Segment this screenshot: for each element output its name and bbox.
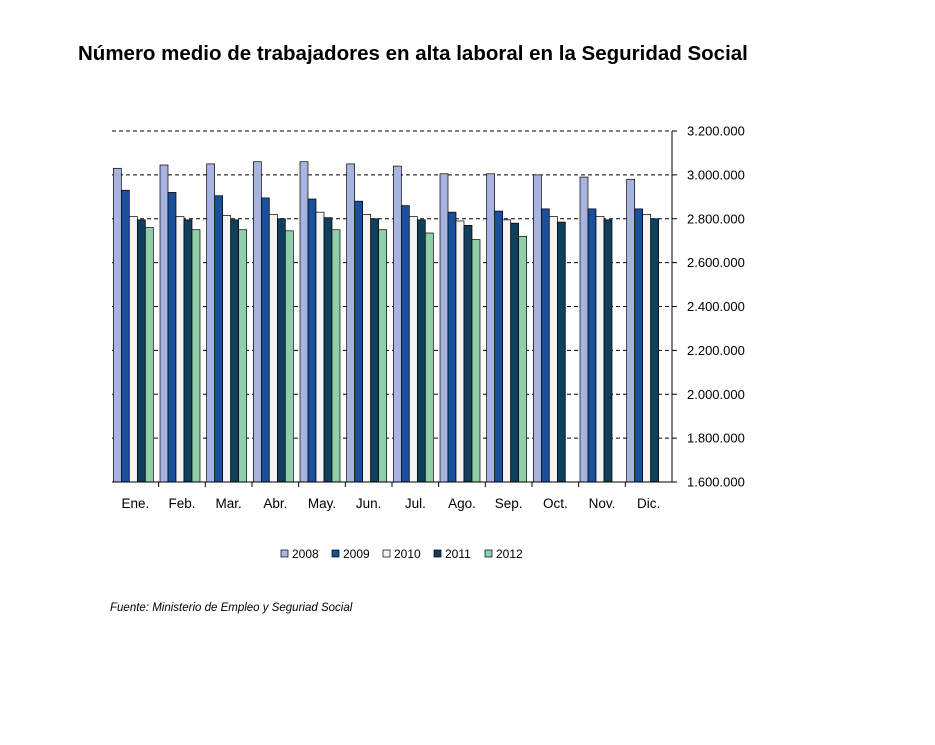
legend-swatch-2009 bbox=[331, 549, 340, 558]
bar-2011 bbox=[323, 217, 333, 483]
y-tick-label: 3.000.000 bbox=[687, 167, 745, 182]
bar-2012 bbox=[191, 229, 201, 483]
y-tick-label: 2.600.000 bbox=[687, 255, 745, 270]
x-tick-label: Ago. bbox=[448, 496, 476, 511]
y-tick-label: 1.800.000 bbox=[687, 431, 745, 446]
y-tick-label: 2.200.000 bbox=[687, 343, 745, 358]
x-tick-label: Dic. bbox=[637, 496, 660, 511]
bar-2008 bbox=[486, 173, 496, 483]
bar-2009 bbox=[540, 208, 550, 483]
x-tick-label: Jul. bbox=[405, 496, 426, 511]
x-tick-label: Feb. bbox=[168, 496, 195, 511]
bar-2009 bbox=[307, 198, 317, 483]
x-tick-label: Nov. bbox=[589, 496, 616, 511]
y-tick-label: 2.000.000 bbox=[687, 387, 745, 402]
bar-2012 bbox=[144, 227, 154, 483]
bar-2012 bbox=[378, 229, 388, 483]
bar-2008 bbox=[159, 164, 169, 483]
legend-label-2008: 2008 bbox=[292, 547, 319, 561]
bar-2011 bbox=[603, 219, 613, 483]
bar-2012 bbox=[471, 239, 481, 483]
bar-2009 bbox=[447, 211, 457, 483]
bar-2010 bbox=[268, 214, 278, 483]
bar-2012 bbox=[518, 235, 528, 483]
x-tick-label: Abr. bbox=[263, 496, 287, 511]
bar-2008 bbox=[112, 167, 122, 483]
bar-2010 bbox=[642, 214, 652, 483]
bar-2011 bbox=[370, 218, 380, 483]
bar-2009 bbox=[260, 197, 270, 483]
bar-2012 bbox=[284, 230, 294, 483]
bar-2009 bbox=[120, 189, 130, 483]
bar-2010 bbox=[222, 215, 232, 483]
x-tick-label: Jun. bbox=[356, 496, 382, 511]
x-tick-label: Oct. bbox=[543, 496, 568, 511]
bar-2011 bbox=[230, 219, 240, 483]
source-note: Fuente: Ministerio de Empleo y Seguriad … bbox=[110, 602, 353, 614]
bar-2012 bbox=[424, 232, 434, 483]
bar-2008 bbox=[299, 161, 309, 483]
bar-2011 bbox=[510, 222, 520, 483]
bar-2011 bbox=[416, 219, 426, 483]
bar-2009 bbox=[400, 205, 410, 483]
legend-swatch-2010 bbox=[382, 549, 391, 558]
legend-swatch-2012 bbox=[484, 549, 493, 558]
bar-2008 bbox=[392, 165, 402, 483]
bar-2008 bbox=[439, 173, 449, 483]
bar-2011 bbox=[463, 224, 473, 483]
legend-label-2011: 2011 bbox=[445, 547, 471, 561]
y-tick-label: 1.600.000 bbox=[687, 475, 745, 490]
bars bbox=[112, 161, 660, 483]
bar-2012 bbox=[238, 229, 248, 483]
bar-2010 bbox=[128, 216, 138, 483]
bar-2008 bbox=[626, 178, 636, 483]
legend-label-2012: 2012 bbox=[496, 547, 523, 561]
bar-2008 bbox=[532, 174, 542, 483]
bar-2008 bbox=[206, 163, 216, 483]
bar-2009 bbox=[494, 210, 504, 483]
legend-label-2010: 2010 bbox=[394, 547, 421, 561]
bar-2010 bbox=[502, 219, 512, 483]
bar-2009 bbox=[634, 208, 644, 483]
axes: 1.600.000 1.800.000 2.000.000 2.200.000 2.40… bbox=[112, 124, 745, 511]
bar-2009 bbox=[354, 200, 364, 483]
y-tick-label: 2.800.000 bbox=[687, 211, 745, 226]
legend-swatch-2008 bbox=[280, 549, 289, 558]
bar-2010 bbox=[408, 216, 418, 483]
bar-2010 bbox=[362, 214, 372, 483]
bar-2009 bbox=[214, 195, 224, 483]
bar-2011 bbox=[183, 219, 193, 483]
y-tick-label: 2.400.000 bbox=[687, 299, 745, 314]
bar-2009 bbox=[167, 192, 177, 483]
bar-2008 bbox=[252, 161, 262, 483]
bar-2008 bbox=[346, 163, 356, 483]
chart-title: Número medio de trabajadores en alta lab… bbox=[78, 42, 748, 65]
bar-2011 bbox=[136, 219, 146, 483]
x-tick-label: Sep. bbox=[495, 496, 523, 511]
x-tick-label: Mar. bbox=[216, 496, 242, 511]
bar-2011 bbox=[556, 221, 566, 483]
bar-2011 bbox=[276, 218, 286, 483]
bar-2010 bbox=[548, 216, 558, 483]
grid-lines bbox=[112, 130, 672, 439]
x-tick-label: May. bbox=[308, 496, 336, 511]
legend-swatch-2011 bbox=[433, 549, 442, 558]
bar-2012 bbox=[331, 229, 341, 483]
legend: 2008 2009 2010 2011 2012 bbox=[280, 547, 523, 561]
bar-2010 bbox=[175, 216, 185, 483]
bar-2010 bbox=[455, 220, 465, 483]
bar-2008 bbox=[579, 176, 589, 483]
bar-2011 bbox=[650, 218, 660, 483]
y-tick-label: 3.200.000 bbox=[687, 124, 745, 139]
bar-2010 bbox=[595, 216, 605, 483]
bar-2010 bbox=[315, 211, 325, 483]
x-tick-label: Ene. bbox=[121, 496, 149, 511]
legend-label-2009: 2009 bbox=[343, 547, 370, 561]
bar-2009 bbox=[587, 208, 597, 483]
